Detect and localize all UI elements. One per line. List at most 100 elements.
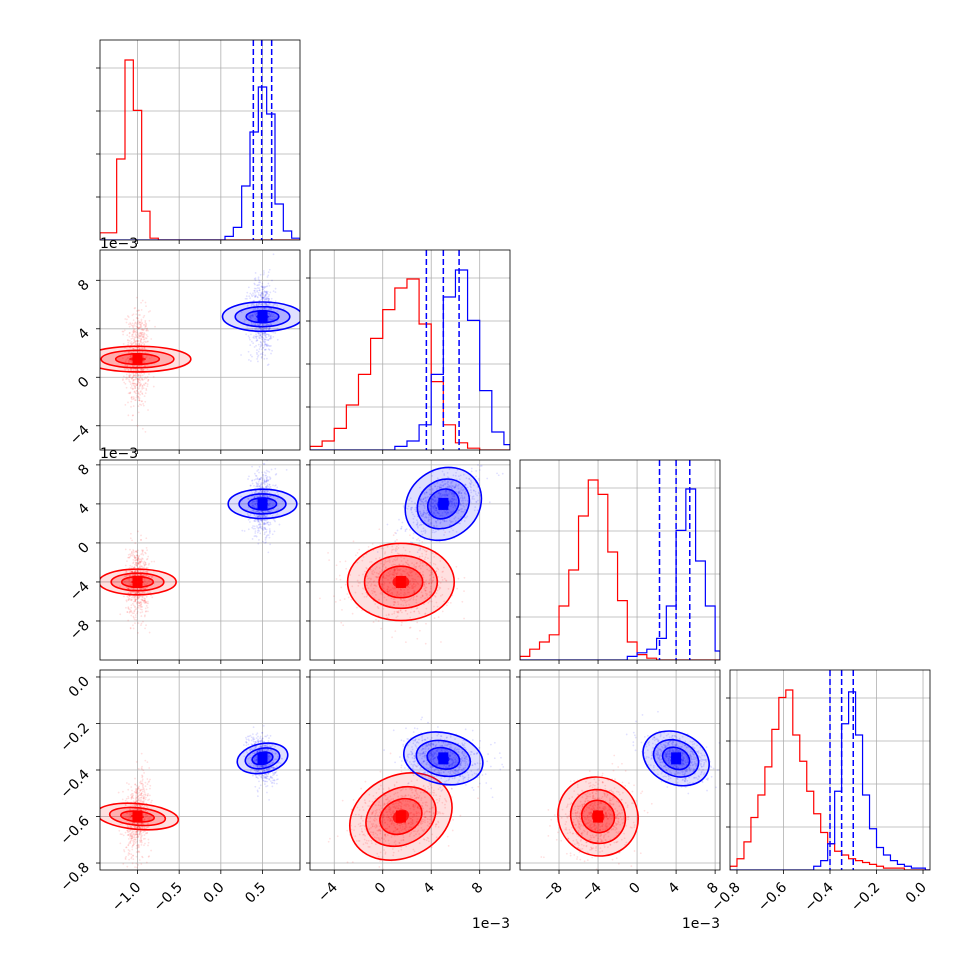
panel-3-0-point xyxy=(137,787,140,790)
panel-2-1-point xyxy=(405,562,408,564)
panel-2-1-point xyxy=(424,515,427,518)
panel-1-0-point xyxy=(260,293,263,296)
panel-2-1-point xyxy=(422,501,425,504)
panel-3-0-point xyxy=(141,775,144,778)
panel-2-1-point xyxy=(440,641,442,643)
panel-1-0-point xyxy=(252,309,254,312)
panel-1-0-point xyxy=(148,319,151,322)
panel-2-1-point xyxy=(404,593,407,596)
panel-1-0-point xyxy=(264,348,266,351)
panel-2-1-point xyxy=(344,583,347,586)
panel-1-0-point xyxy=(134,399,137,402)
panel-1-0-point xyxy=(133,338,135,341)
panel-1-0-point xyxy=(136,386,139,389)
panel-2-1-point xyxy=(454,485,457,488)
panel-2-1-point xyxy=(413,595,415,598)
panel-1-0-point xyxy=(137,411,140,414)
panel-2-0-point xyxy=(133,598,136,601)
panel-3-0-point xyxy=(135,790,138,793)
panel-2-1-point xyxy=(475,475,478,478)
panel-1-0-point xyxy=(268,284,271,287)
panel-1-0-point xyxy=(143,334,145,337)
panel-2-1-point xyxy=(422,509,425,512)
panel-1-0-point xyxy=(134,383,137,385)
panel-1-0-point xyxy=(269,308,271,311)
panel-3-0-point xyxy=(137,767,140,770)
panel-2-0-point xyxy=(265,480,268,483)
panel-2-0-point xyxy=(151,576,153,579)
panel-1-0-point xyxy=(136,368,138,371)
panel-1-0-point xyxy=(132,324,135,327)
panel-1-0-point xyxy=(139,340,142,342)
panel-2-1-contour-1-0 xyxy=(404,466,483,542)
panel-2-1-point xyxy=(393,571,396,574)
panel-2-0-point xyxy=(258,523,260,526)
panel-3-0-point xyxy=(136,792,139,795)
panel-2-0-point xyxy=(257,527,260,530)
panel-2-0-point xyxy=(134,595,137,598)
panel-1-0-point xyxy=(138,399,141,402)
panel-2-0-point xyxy=(131,554,134,557)
panel-2-1-point xyxy=(430,582,433,585)
panel-2-1-point xyxy=(389,592,392,595)
panel-2-1-point xyxy=(396,572,399,574)
panel-1-0-point xyxy=(136,321,139,323)
panel-2-0-point xyxy=(131,574,134,577)
panel-1-0-point xyxy=(141,379,144,381)
panel-3-0-point xyxy=(130,835,133,837)
panel-2-1-point xyxy=(452,493,455,496)
panel-2-1-point xyxy=(415,598,418,601)
panel-1-0-point xyxy=(137,369,140,372)
panel-2-0-point xyxy=(139,561,142,564)
panel-1-0-point xyxy=(265,344,268,347)
panel-2-0-point xyxy=(136,587,139,590)
panel-1-0-point xyxy=(262,302,265,305)
panel-1-0-point xyxy=(269,337,272,340)
panel-2-1-point xyxy=(413,610,416,613)
panel-2-0-point xyxy=(278,523,281,526)
panel-1-0-point xyxy=(272,313,275,316)
panel-2-1-point xyxy=(445,513,448,516)
panel-1-0-point xyxy=(145,329,148,332)
panel-2-0-point xyxy=(261,516,264,519)
panel-3-0-point xyxy=(135,794,138,797)
panel-3-0-point xyxy=(141,778,144,781)
panel-3-0-point xyxy=(145,815,148,818)
panel-2-1-point xyxy=(453,504,456,507)
panel-2-1-point xyxy=(412,587,414,589)
panel-2-0-point xyxy=(135,601,138,604)
panel-2-0-point xyxy=(144,570,147,573)
panel-2-0-point xyxy=(267,510,270,513)
panel-2-1-point xyxy=(497,474,500,477)
panel-1-0-point xyxy=(276,338,279,341)
panel-2-1-point xyxy=(425,622,427,625)
panel-1-0-point xyxy=(255,312,258,315)
panel-1-0-point xyxy=(132,379,135,381)
panel-3-0-point xyxy=(135,833,138,836)
panel-2-1-point xyxy=(435,502,438,505)
panel-2-0-point xyxy=(136,562,139,565)
panel-2-0-point xyxy=(260,527,263,530)
panel-2-1-point xyxy=(422,570,424,573)
panel-2-1-point xyxy=(429,521,432,524)
panel-2-1-point xyxy=(394,568,396,571)
panel-2-1-point xyxy=(404,561,407,564)
panel-2-0-point xyxy=(269,502,272,505)
panel-1-0-point xyxy=(258,279,261,282)
panel-2-0-point xyxy=(145,546,148,549)
panel-2-0-point xyxy=(265,474,268,477)
panel-2-1-point xyxy=(362,556,365,558)
panel-2-1-point xyxy=(403,588,406,591)
panel-3-0-point xyxy=(142,783,145,786)
panel-1-0-point xyxy=(142,328,145,331)
panel-2-0-point xyxy=(269,529,271,532)
panel-2-0-point xyxy=(257,520,259,523)
panel-2-0-point xyxy=(263,482,266,485)
panel-2-1-point xyxy=(443,474,446,477)
panel-1-0-point xyxy=(134,330,136,333)
panel-2-1-point xyxy=(397,547,400,549)
panel-2-1-point xyxy=(455,502,458,505)
panel-2-0-point xyxy=(131,571,134,573)
panel-1-0-point xyxy=(258,281,260,284)
